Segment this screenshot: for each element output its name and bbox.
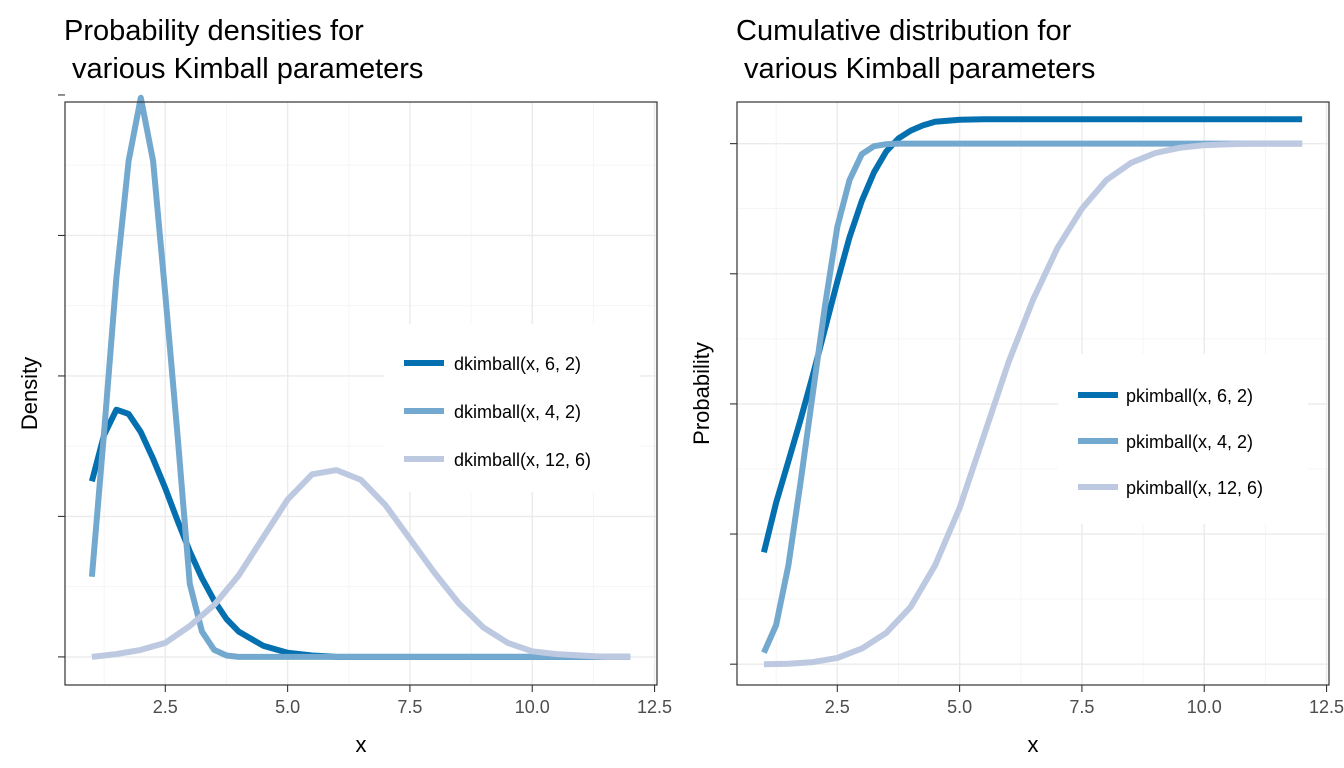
x-tick-label: 2.5: [153, 697, 178, 717]
plot-panel-border: [736, 101, 1330, 686]
x-axis-title: x: [356, 732, 367, 757]
legend-label: dkimball(x, 12, 6): [454, 450, 591, 470]
series-line: [91, 467, 631, 660]
plot-panel-border: [64, 101, 658, 686]
legend-label: dkimball(x, 6, 2): [454, 354, 581, 374]
x-tick-label: 2.5: [825, 697, 850, 717]
x-tick-label: 5.0: [947, 697, 972, 717]
legend-label: pkimball(x, 4, 2): [1126, 432, 1253, 452]
cumulative-chart: Cumulative distribution for various Kimb…: [689, 15, 1344, 757]
axis-ticks: 2.5 5.0 7.5 10.0 12.5: [730, 143, 1344, 717]
legend: dkimball(x, 6, 2) dkimball(x, 4, 2) dkimba…: [384, 324, 640, 492]
series-line: [88, 94, 631, 660]
series-layer: [760, 116, 1303, 668]
series-line: [761, 140, 1303, 654]
legend-label: dkimball(x, 4, 2): [454, 402, 581, 422]
chart-title-line-2: various Kimball parameters: [64, 53, 423, 85]
x-tick-label: 12.5: [1309, 697, 1344, 717]
legend-label: pkimball(x, 6, 2): [1126, 386, 1253, 406]
chart-title-line-2: various Kimball parameters: [736, 53, 1095, 85]
legend: pkimball(x, 6, 2) pkimball(x, 4, 2) pkimba…: [1058, 354, 1308, 524]
series-layer: [88, 94, 631, 660]
x-tick-label: 10.0: [515, 697, 550, 717]
chart-title-line-1: Cumulative distribution for: [736, 15, 1072, 47]
density-chart: Probability densities for various Kimbal…: [17, 15, 672, 757]
x-tick-label: 12.5: [637, 697, 672, 717]
x-tick-label: 5.0: [275, 697, 300, 717]
y-axis-title: Density: [17, 357, 42, 430]
x-tick-label: 10.0: [1187, 697, 1222, 717]
x-axis-title: x: [1028, 732, 1039, 757]
x-tick-label: 7.5: [397, 697, 422, 717]
axis-ticks: 2.5 5.0 7.5 10.0 12.5: [58, 94, 672, 717]
chart-title-line-1: Probability densities for: [64, 15, 364, 47]
y-axis-title: Probability: [689, 342, 714, 445]
series-line: [763, 140, 1303, 668]
legend-label: pkimball(x, 12, 6): [1126, 478, 1263, 498]
x-tick-label: 7.5: [1069, 697, 1094, 717]
